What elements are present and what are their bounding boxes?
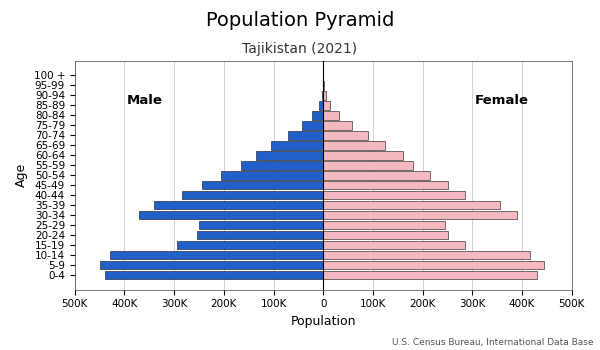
Bar bbox=[104, 271, 323, 279]
Bar bbox=[139, 211, 323, 219]
Bar bbox=[323, 211, 517, 219]
Bar bbox=[323, 91, 326, 100]
Bar bbox=[287, 131, 323, 140]
Text: Female: Female bbox=[475, 94, 529, 107]
Y-axis label: Age: Age bbox=[15, 163, 28, 187]
Bar bbox=[323, 191, 465, 199]
Bar bbox=[302, 121, 323, 130]
Bar bbox=[323, 271, 537, 279]
X-axis label: Population: Population bbox=[290, 315, 356, 328]
Bar bbox=[110, 251, 323, 259]
Bar bbox=[199, 220, 323, 229]
Bar bbox=[241, 161, 323, 169]
Bar bbox=[323, 101, 330, 110]
Bar bbox=[323, 240, 465, 249]
Text: Tajikistan (2021): Tajikistan (2021) bbox=[242, 42, 358, 56]
Bar bbox=[323, 131, 368, 140]
Bar bbox=[100, 260, 323, 269]
Bar bbox=[323, 181, 448, 189]
Bar bbox=[256, 151, 323, 160]
Bar bbox=[202, 181, 323, 189]
Text: Male: Male bbox=[127, 94, 163, 107]
Bar bbox=[323, 151, 403, 160]
Bar bbox=[319, 101, 323, 110]
Bar bbox=[221, 171, 323, 180]
Bar bbox=[323, 231, 448, 239]
Text: U.S. Census Bureau, International Data Base: U.S. Census Bureau, International Data B… bbox=[392, 337, 594, 346]
Bar bbox=[313, 111, 323, 120]
Bar bbox=[323, 141, 385, 149]
Bar bbox=[323, 260, 544, 269]
Bar bbox=[176, 240, 323, 249]
Bar bbox=[323, 111, 339, 120]
Text: Population Pyramid: Population Pyramid bbox=[206, 10, 394, 29]
Bar bbox=[271, 141, 323, 149]
Bar bbox=[323, 161, 413, 169]
Bar bbox=[323, 220, 445, 229]
Bar bbox=[323, 251, 530, 259]
Bar bbox=[323, 121, 352, 130]
Bar bbox=[197, 231, 323, 239]
Bar bbox=[182, 191, 323, 199]
Bar bbox=[323, 171, 430, 180]
Bar bbox=[323, 201, 500, 209]
Bar bbox=[154, 201, 323, 209]
Bar bbox=[322, 91, 323, 100]
